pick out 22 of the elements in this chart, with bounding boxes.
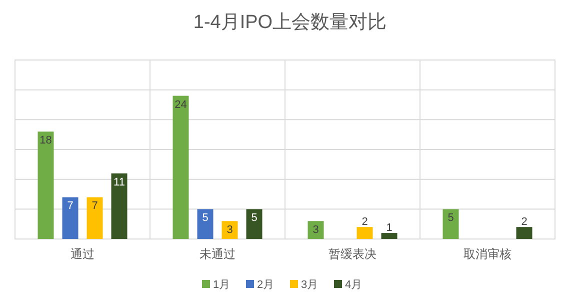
data-label: 5 [251,212,258,224]
x-tick-label: 取消审核 [464,247,512,261]
data-label: 3 [226,224,233,236]
data-label: 24 [174,98,187,111]
data-label: 2 [521,216,528,228]
data-label: 7 [67,200,74,212]
data-label: 5 [202,212,208,224]
data-label: 11 [114,176,125,188]
data-label: 18 [40,134,52,147]
data-label: 2 [362,216,368,228]
x-tick-label: 未通过 [200,247,236,261]
legend-label: 3月 [301,279,318,291]
x-tick-label: 通过 [70,247,94,261]
x-tick-label: 暂缓表决 [328,247,376,261]
legend-label: 2月 [257,279,274,291]
data-label: 5 [448,212,454,224]
data-label: 3 [312,224,319,236]
data-label: 7 [92,200,98,212]
chart-title: 1-4月IPO上会数量对比 [193,12,387,33]
legend-label: 1月 [213,279,230,291]
legend-label: 4月 [345,279,362,291]
data-label: 1 [386,222,392,234]
